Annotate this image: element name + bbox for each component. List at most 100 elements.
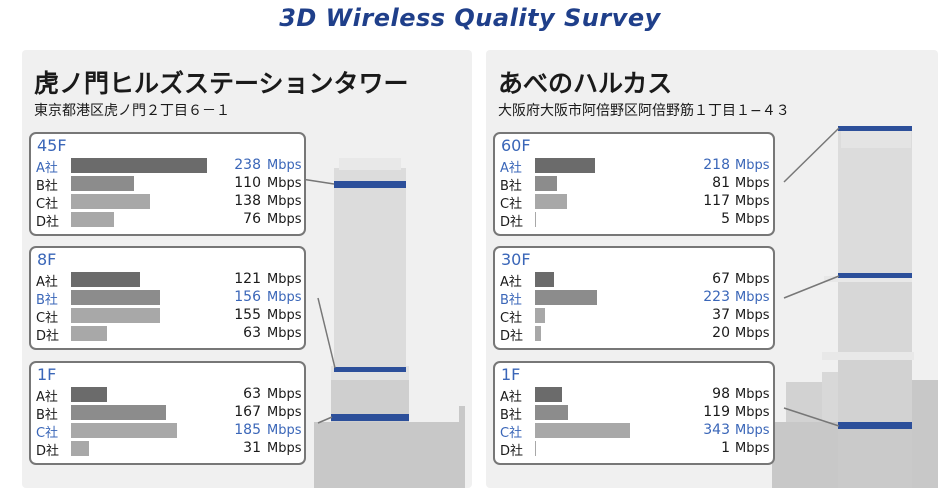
carrier-label: A社 xyxy=(500,390,522,405)
carrier-label: B社 xyxy=(500,408,522,423)
building-name: 虎ノ門ヒルズステーションタワー xyxy=(34,69,409,98)
speed-bar xyxy=(535,308,546,323)
speed-unit: Mbps xyxy=(267,176,302,191)
panel-abeno-harukas: あべのハルカス 大阪府大阪市阿倍野区阿倍野筋１丁目１−４３ 60F A社 218 Mb… xyxy=(486,50,938,488)
page-title: 3D Wireless Quality Survey xyxy=(279,4,661,32)
floor-label: 60F xyxy=(501,136,531,155)
floor-box-45f: 45F A社 238 Mbps B社 110 Mbps C社 138 Mbps D社 76 Mbps xyxy=(29,132,306,236)
speed-value: 63 xyxy=(243,386,261,402)
speed-unit: Mbps xyxy=(735,387,770,402)
speed-unit: Mbps xyxy=(735,441,770,456)
carrier-label: A社 xyxy=(500,275,522,290)
speed-value: 218 xyxy=(703,157,730,173)
carrier-label: B社 xyxy=(500,293,522,308)
speed-unit: Mbps xyxy=(735,423,770,438)
floor-box-30f: 30F A社 67 Mbps B社 223 Mbps C社 37 Mbps D社 20 Mbps xyxy=(493,246,775,350)
speed-value: 67 xyxy=(712,271,730,287)
speed-bar xyxy=(71,308,160,323)
carrier-label: C社 xyxy=(500,311,523,326)
speed-value: 31 xyxy=(243,440,261,456)
speed-bar xyxy=(535,387,563,402)
speed-value: 117 xyxy=(703,193,730,209)
speed-unit: Mbps xyxy=(267,441,302,456)
speed-value: 156 xyxy=(234,289,261,305)
speed-bar xyxy=(535,176,558,191)
speed-value: 223 xyxy=(703,289,730,305)
speed-unit: Mbps xyxy=(267,387,302,402)
building-name: あべのハルカス xyxy=(498,69,673,98)
speed-bar xyxy=(71,326,107,341)
speed-bar xyxy=(71,387,107,402)
speed-bar xyxy=(535,158,596,173)
speed-unit: Mbps xyxy=(735,272,770,287)
floor-box-60f: 60F A社 218 Mbps B社 81 Mbps C社 117 Mbps D社 5 Mbps xyxy=(493,132,775,236)
speed-unit: Mbps xyxy=(267,290,302,305)
floor-band-1f xyxy=(331,414,409,421)
speed-value: 238 xyxy=(234,157,261,173)
carrier-label: D社 xyxy=(36,329,60,344)
speed-value: 37 xyxy=(712,307,730,323)
speed-unit: Mbps xyxy=(735,194,770,209)
carrier-label: C社 xyxy=(36,197,59,212)
carrier-label: D社 xyxy=(500,215,524,230)
floor-box-1f: 1F A社 98 Mbps B社 119 Mbps C社 343 Mbps D社 1 Mbps xyxy=(493,361,775,465)
carrier-label: B社 xyxy=(36,179,58,194)
carrier-label: D社 xyxy=(500,444,524,459)
speed-bar xyxy=(71,423,177,438)
speed-value: 155 xyxy=(234,307,261,323)
speed-value: 121 xyxy=(234,271,261,287)
carrier-label: B社 xyxy=(36,408,58,423)
carrier-label: A社 xyxy=(36,275,58,290)
speed-value: 1 xyxy=(721,440,730,456)
floor-band-30f xyxy=(838,273,912,278)
speed-bar xyxy=(535,272,554,287)
speed-unit: Mbps xyxy=(735,290,770,305)
speed-bar xyxy=(71,290,161,305)
speed-bar xyxy=(535,290,597,305)
building-address: 東京都港区虎ノ門２丁目６－１ xyxy=(34,103,230,119)
carrier-label: D社 xyxy=(36,444,60,459)
floor-band-1f xyxy=(838,422,912,429)
building-address: 大阪府大阪市阿倍野区阿倍野筋１丁目１−４３ xyxy=(498,103,790,119)
speed-value: 185 xyxy=(234,422,261,438)
speed-bar xyxy=(71,441,89,456)
speed-unit: Mbps xyxy=(735,158,770,173)
floor-box-1f: 1F A社 63 Mbps B社 167 Mbps C社 185 Mbps D社 31 Mbps xyxy=(29,361,306,465)
speed-value: 138 xyxy=(234,193,261,209)
speed-bar xyxy=(71,194,150,209)
floor-band-60f xyxy=(838,126,912,131)
speed-bar xyxy=(71,405,167,420)
speed-bar xyxy=(71,212,115,227)
speed-bar xyxy=(71,158,207,173)
panel-toranomon: 虎ノ門ヒルズステーションタワー 東京都港区虎ノ門２丁目６－１ 45F A社 238 M… xyxy=(22,50,472,488)
speed-bar xyxy=(535,326,541,341)
floor-band-8f xyxy=(334,367,406,372)
carrier-label: A社 xyxy=(36,161,58,176)
speed-bar xyxy=(535,441,536,456)
speed-value: 343 xyxy=(703,422,730,438)
speed-value: 20 xyxy=(712,325,730,341)
speed-value: 63 xyxy=(243,325,261,341)
speed-unit: Mbps xyxy=(267,326,302,341)
speed-bar xyxy=(535,212,537,227)
speed-unit: Mbps xyxy=(267,194,302,209)
speed-unit: Mbps xyxy=(735,308,770,323)
speed-value: 119 xyxy=(703,404,730,420)
carrier-label: C社 xyxy=(36,311,59,326)
speed-bar xyxy=(71,176,134,191)
speed-bar xyxy=(535,194,568,209)
speed-unit: Mbps xyxy=(267,405,302,420)
speed-unit: Mbps xyxy=(267,308,302,323)
floor-label: 1F xyxy=(37,365,57,384)
carrier-label: D社 xyxy=(500,329,524,344)
speed-value: 167 xyxy=(234,404,261,420)
building-illustration xyxy=(772,126,938,488)
speed-unit: Mbps xyxy=(735,326,770,341)
carrier-label: C社 xyxy=(500,426,523,441)
speed-value: 76 xyxy=(243,211,261,227)
speed-unit: Mbps xyxy=(735,212,770,227)
speed-value: 5 xyxy=(721,211,730,227)
speed-value: 98 xyxy=(712,386,730,402)
floor-box-8f: 8F A社 121 Mbps B社 156 Mbps C社 155 Mbps D社 63 Mbps xyxy=(29,246,306,350)
floor-label: 45F xyxy=(37,136,67,155)
